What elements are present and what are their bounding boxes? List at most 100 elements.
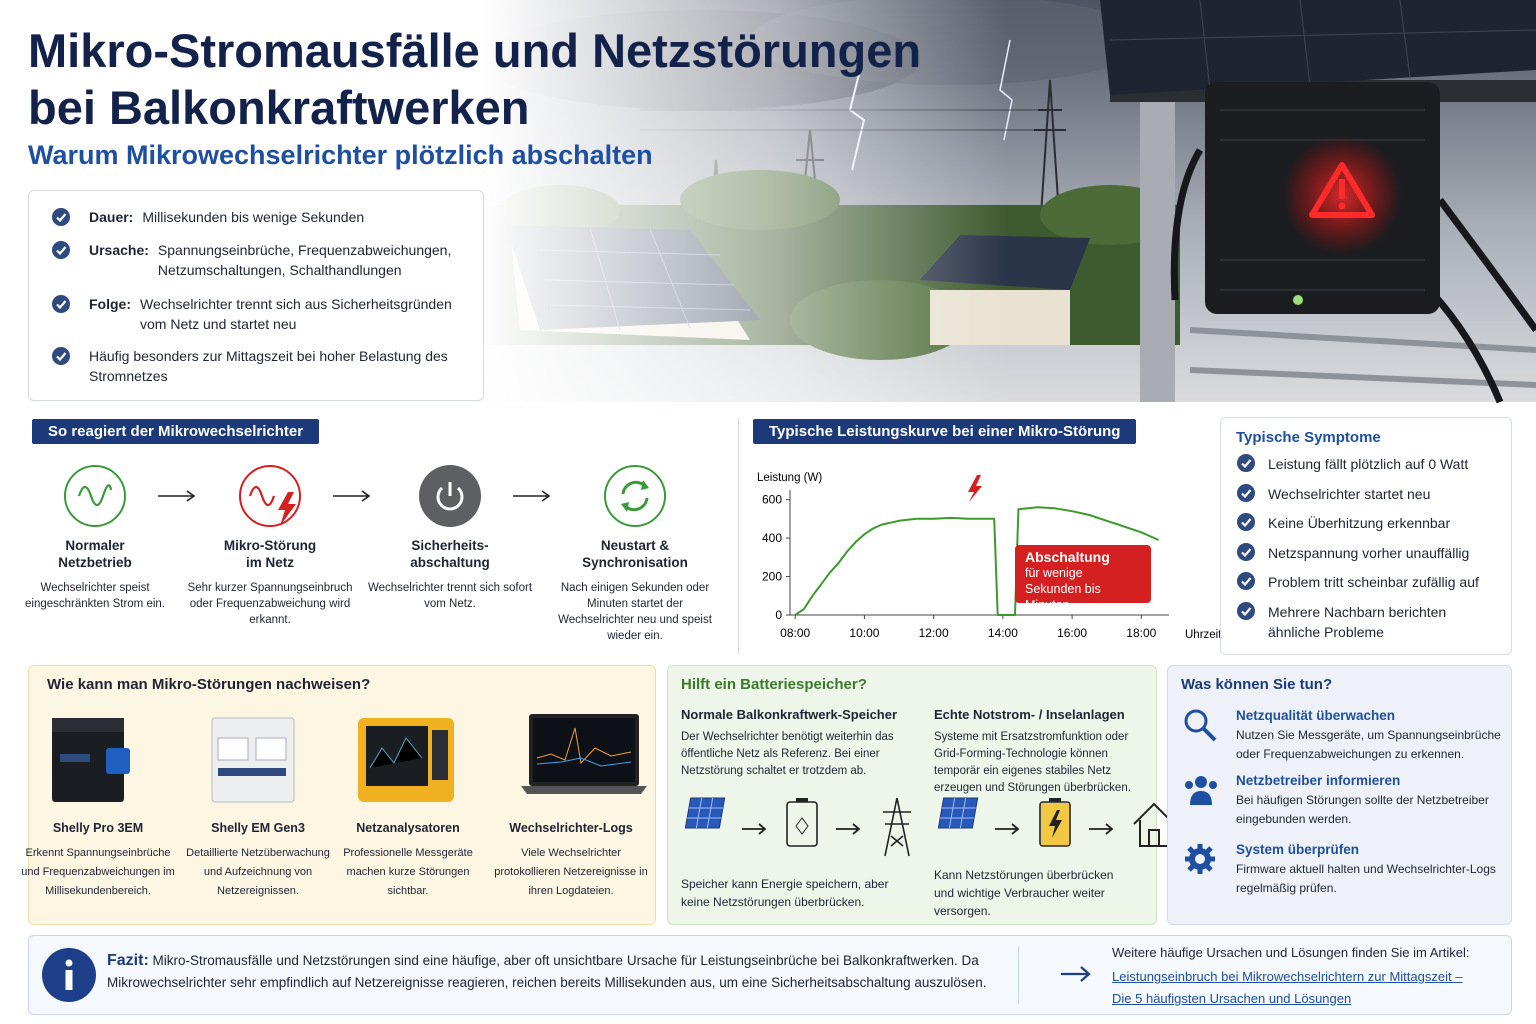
device-text: Erkennt Spannungseinbrüche und Frequenza… xyxy=(21,847,175,897)
title: bei Balkonkraftwerken xyxy=(28,81,530,134)
action-title: Netzqualität überwachen xyxy=(1236,708,1396,723)
arrow-icon xyxy=(158,490,196,502)
power-line xyxy=(794,506,1160,616)
step-icon xyxy=(604,465,666,527)
icon-shape xyxy=(77,484,113,507)
flow-icon xyxy=(786,798,818,847)
icon-shape xyxy=(1241,488,1252,498)
fact: Dauer: Millisekunden bis wenige Sekunden xyxy=(89,207,469,227)
symptom: Wechselrichter startet neu xyxy=(1268,485,1431,502)
chart-title: Typische Leistungskurve bei einer Mikro-… xyxy=(753,419,1137,444)
step-title: Normaler Netzbetrieb xyxy=(58,538,132,570)
article-link[interactable]: Leistungseinbruch bei Mikrowechselrichte… xyxy=(1112,969,1463,1006)
icon-shape xyxy=(1241,459,1252,469)
conclusion-text: Mikro-Stromausfälle und Netzstörungen si… xyxy=(107,953,987,990)
icon-shape xyxy=(1148,829,1160,847)
actions-title: Was können Sie tun? xyxy=(1181,676,1333,693)
action-icon xyxy=(1185,776,1217,805)
y-tick-label: 600 xyxy=(762,493,782,507)
icon-shape xyxy=(786,801,818,847)
icon-shape xyxy=(56,246,67,256)
divider xyxy=(1018,946,1019,1004)
step-text: Nach einigen Sekunden oder Minuten start… xyxy=(558,582,712,642)
icon-shape xyxy=(480,0,1536,402)
divider xyxy=(738,418,739,654)
step-title: Neustart & Synchronisation xyxy=(582,538,688,570)
chart: 0 200 400 600 08:00 10:00 12:00 14:00 16:00 18:00… xyxy=(757,472,1222,641)
icon-shape xyxy=(836,823,861,835)
icon-shape xyxy=(1241,577,1252,587)
icon-shape xyxy=(56,300,67,310)
x-tick-label: 14:00 xyxy=(988,626,1018,640)
fact-label: Ursache: xyxy=(89,242,149,258)
icon-shape xyxy=(369,737,423,769)
icon-shape xyxy=(158,490,196,502)
arrow-icon xyxy=(513,490,551,502)
icon-shape xyxy=(52,208,70,226)
section-title: So reagiert der Mikrowechselrichter xyxy=(32,419,320,444)
battery-box: Hilft ein Batteriespeicher? Normale Balk… xyxy=(667,665,1175,925)
icon-shape xyxy=(436,486,464,511)
device-name: Netzanalysatoren xyxy=(356,821,460,835)
icon-shape xyxy=(604,465,666,527)
icon-shape xyxy=(533,718,635,782)
icon-shape xyxy=(1237,483,1255,502)
icon-shape xyxy=(521,786,647,794)
icon-shape xyxy=(432,730,448,780)
icon-shape xyxy=(52,241,70,259)
icon-shape xyxy=(1195,854,1205,864)
icon-shape xyxy=(995,823,1020,835)
device-image xyxy=(358,718,454,802)
icon-shape xyxy=(1237,454,1255,472)
icon-shape xyxy=(217,737,249,761)
icon-shape xyxy=(1089,823,1114,835)
column-title: Echte Notstrom- / Inselanlagen xyxy=(934,707,1125,722)
icon-shape xyxy=(1209,781,1217,789)
symptoms-title: Typische Symptome xyxy=(1236,429,1381,446)
device-text: Professionelle Messgeräte machen kurze S… xyxy=(343,847,473,897)
column-text: Der Wechselrichter benötigt weiterhin da… xyxy=(681,731,894,777)
fact-text: Wechselrichter trennt sich aus Sicherhei… xyxy=(140,296,452,332)
icon-shape xyxy=(940,798,976,828)
more-intro: Weitere häufige Ursachen und Lösungen fi… xyxy=(1112,945,1470,960)
icon-shape xyxy=(1237,601,1255,620)
icon-shape xyxy=(1190,791,1212,805)
icon-shape xyxy=(56,352,67,362)
icon-shape xyxy=(1241,606,1252,616)
flow-icon xyxy=(684,797,726,829)
action-icon xyxy=(1184,709,1217,742)
icon-shape xyxy=(536,757,632,767)
step-title: Sicherheits-abschaltung xyxy=(410,538,490,570)
icon-shape xyxy=(1241,518,1252,528)
icon-shape xyxy=(1185,781,1193,789)
icon-shape xyxy=(52,347,70,365)
icon-shape xyxy=(1184,709,1208,733)
symptom: Leistung fällt plötzlich auf 0 Watt xyxy=(1268,456,1469,472)
icon-shape xyxy=(937,797,979,829)
icon-shape: Mikro-Stromausfälle und Netzstörungen be… xyxy=(28,22,921,136)
icon-shape xyxy=(65,970,73,990)
arrow-icon xyxy=(742,823,767,835)
check-icon xyxy=(1237,513,1255,531)
subtitle: Warum Mikrowechselrichter plötzlich absc… xyxy=(28,140,653,170)
check-icon xyxy=(1237,572,1255,590)
icon-shape xyxy=(1241,547,1252,557)
flow-icon xyxy=(937,797,979,829)
device-image xyxy=(211,717,295,803)
icon-shape xyxy=(52,295,70,313)
column-caption: Kann Netzstörungen überbrücken und wicht… xyxy=(934,868,1114,918)
icon-shape xyxy=(56,213,67,223)
icon-shape xyxy=(64,465,126,527)
photo xyxy=(480,0,1536,404)
device-name: Shelly EM Gen3 xyxy=(211,821,305,835)
icon-shape xyxy=(795,817,809,835)
icon-shape xyxy=(684,797,726,829)
action-text: Bei häufigen Störungen sollte der Netzbe… xyxy=(1236,793,1489,826)
icon-shape xyxy=(52,718,124,732)
y-tick-label: 0 xyxy=(775,608,782,622)
column-title: Normale Balkonkraftwerk-Speicher xyxy=(681,707,898,722)
icon-shape xyxy=(687,798,723,828)
x-tick-label: 08:00 xyxy=(780,626,810,640)
icon-shape xyxy=(52,728,124,802)
battery-title: Hilft ein Batteriespeicher? xyxy=(681,676,867,693)
